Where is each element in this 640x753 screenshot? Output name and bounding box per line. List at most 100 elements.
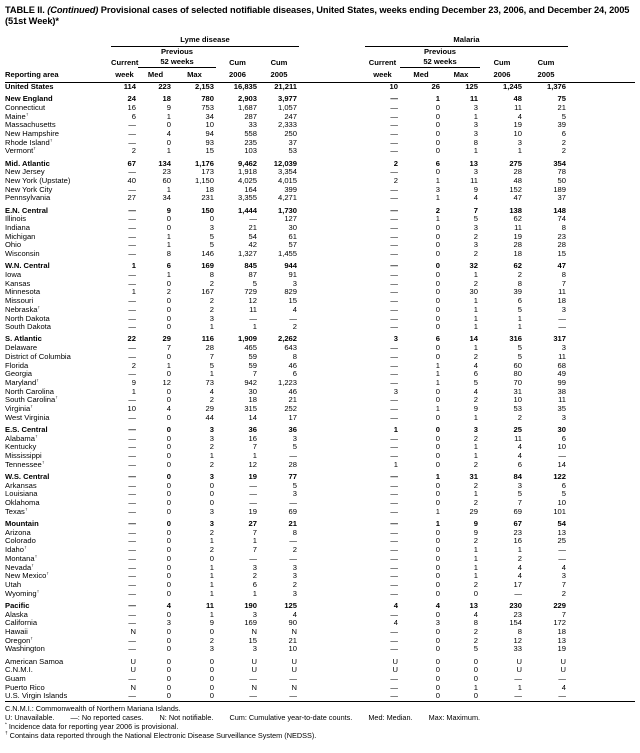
malaria-value-cell: 13 [469, 158, 478, 168]
lyme-value-cell: — [249, 553, 257, 563]
lyme-value-cell: U [291, 665, 297, 675]
malaria-value-cell: 2 [393, 176, 398, 186]
malaria-value-cell: 35 [557, 404, 566, 414]
lyme-value-cell: 1,327 [237, 249, 257, 259]
lyme-value-cell: 69 [288, 506, 297, 516]
malaria-value-cell: — [390, 369, 398, 379]
malaria-value-cell: 5 [473, 644, 478, 654]
row-trailing-space [568, 490, 635, 499]
column-gap [299, 315, 365, 324]
reporting-area-cell: United States [5, 82, 54, 91]
reporting-area-cell: E.N. Central [5, 206, 49, 215]
lyme-value-cell: 1,444 [237, 205, 257, 215]
lyme-value-cell: 5 [209, 240, 214, 250]
row-trailing-space [568, 435, 635, 444]
reporting-area-cell: California [5, 619, 38, 628]
malaria-value-cell: 11 [514, 433, 522, 443]
lyme-value-cell: — [128, 270, 136, 280]
reporting-area-cell: New Hampshire [5, 130, 60, 139]
reporting-area-cell: Mississippi [5, 452, 42, 461]
table-row: Mountain — 0 3 27 21 — 1 9 67 54 [5, 519, 635, 529]
malaria-value-cell: 0 [435, 498, 440, 508]
column-gap [299, 520, 365, 529]
malaria-value-cell: 5 [517, 343, 522, 353]
lyme-value-cell: 15 [288, 296, 297, 306]
malaria-value-cell: 0 [435, 545, 440, 555]
dagger-mark: † [36, 589, 40, 595]
lyme-value-cell: 0 [166, 395, 171, 405]
lyme-value-cell: 3 [209, 313, 214, 323]
malaria-value-cell: 74 [557, 214, 566, 224]
malaria-value-cell: 13 [557, 527, 566, 537]
lyme-value-cell: 7 [252, 545, 257, 555]
column-gap [299, 362, 365, 371]
lyme-value-cell: 2,903 [237, 94, 257, 104]
malaria-value-cell: 3 [473, 240, 478, 250]
lyme-value-cell: 8 [166, 249, 171, 259]
malaria-value-cell: — [390, 360, 398, 370]
lyme-value-cell: N [130, 682, 136, 692]
dagger-mark: † [34, 434, 38, 440]
column-gap [299, 370, 365, 379]
malaria-value-cell: — [390, 553, 398, 563]
malaria-value-cell: 60 [513, 360, 522, 370]
row-trailing-space [568, 147, 635, 156]
reporting-area-cell: Massachusetts [5, 121, 56, 130]
malaria-value-cell: 1 [473, 571, 478, 581]
lyme-value-cell: — [128, 129, 136, 139]
lyme-value-cell: 6 [292, 369, 297, 379]
malaria-value-cell: 13 [469, 600, 478, 610]
malaria-value-cell: 229 [553, 600, 566, 610]
lyme-value-cell: N [251, 626, 257, 636]
malaria-value-cell: — [390, 351, 398, 361]
row-trailing-space [568, 388, 635, 397]
lyme-value-cell: 7 [209, 351, 214, 361]
lyme-value-cell: 0 [209, 553, 214, 563]
lyme-value-cell: 0 [166, 304, 171, 314]
lyme-value-cell: 46 [288, 386, 297, 396]
malaria-value-cell: 0 [435, 261, 440, 271]
row-trailing-space [568, 262, 635, 271]
row-trailing-space [568, 414, 635, 423]
lyme-previous-label: Previous [160, 47, 194, 57]
lyme-value-cell: 4,015 [277, 176, 297, 186]
table-header: Lyme disease Malaria Previous Previous C… [5, 32, 635, 83]
lyme-value-cell: 134 [158, 158, 171, 168]
malaria-value-cell: 0 [435, 451, 440, 461]
row-trailing-space [568, 666, 635, 675]
lyme-value-cell: 1,223 [277, 378, 297, 387]
malaria-value-cell: 25 [513, 425, 522, 435]
malaria-value-cell: 317 [553, 334, 566, 344]
lyme-value-cell: 12,039 [273, 158, 297, 168]
malaria-value-cell: 3 [561, 571, 566, 581]
reporting-area-cell: Minnesota [5, 288, 41, 297]
table-row: California — 3 9 169 90 4 3 8 154 172 [5, 619, 635, 628]
lyme-value-cell: 231 [201, 193, 214, 203]
table-row: Arkansas — 0 0 — 5 — 0 2 3 6 [5, 480, 635, 491]
lyme-value-cell: — [128, 167, 136, 177]
table-row: New Jersey — 23 173 1,918 3,354 — 0 3 28 78 [5, 168, 635, 177]
malaria-value-cell: — [390, 433, 398, 443]
lyme-value-cell: 8 [292, 527, 297, 537]
lyme-value-cell: 0 [166, 296, 171, 306]
malaria-value-cell: 2 [517, 412, 522, 422]
malaria-value-cell: 1 [473, 313, 478, 323]
malaria-value-cell: 2 [561, 137, 566, 147]
reporting-area-cell: New York City [5, 185, 53, 194]
malaria-value-cell: 11 [558, 351, 566, 361]
lyme-value-cell: 247 [284, 111, 297, 121]
malaria-value-cell: 11 [558, 395, 566, 405]
lyme-value-cell: 4 [166, 129, 171, 139]
row-trailing-space [568, 461, 635, 470]
table-row: New York (Upstate) 40 60 1,150 4,025 4,015 2 1 1… [5, 176, 635, 186]
reporting-area-cell: Maryland† [5, 379, 39, 387]
column-gap [299, 537, 365, 546]
table-row: West Virginia — 0 44 14 17 — 0 1 2 3 [5, 412, 635, 423]
lyme-value-cell: — [289, 553, 297, 563]
malaria-value-cell: 2 [561, 588, 566, 598]
malaria-value-cell: 6 [561, 480, 566, 490]
lyme-value-cell: — [128, 313, 136, 323]
lyme-value-cell: 28 [205, 343, 214, 353]
malaria-value-cell: 18 [557, 296, 566, 306]
malaria-value-cell: 3 [473, 129, 478, 139]
